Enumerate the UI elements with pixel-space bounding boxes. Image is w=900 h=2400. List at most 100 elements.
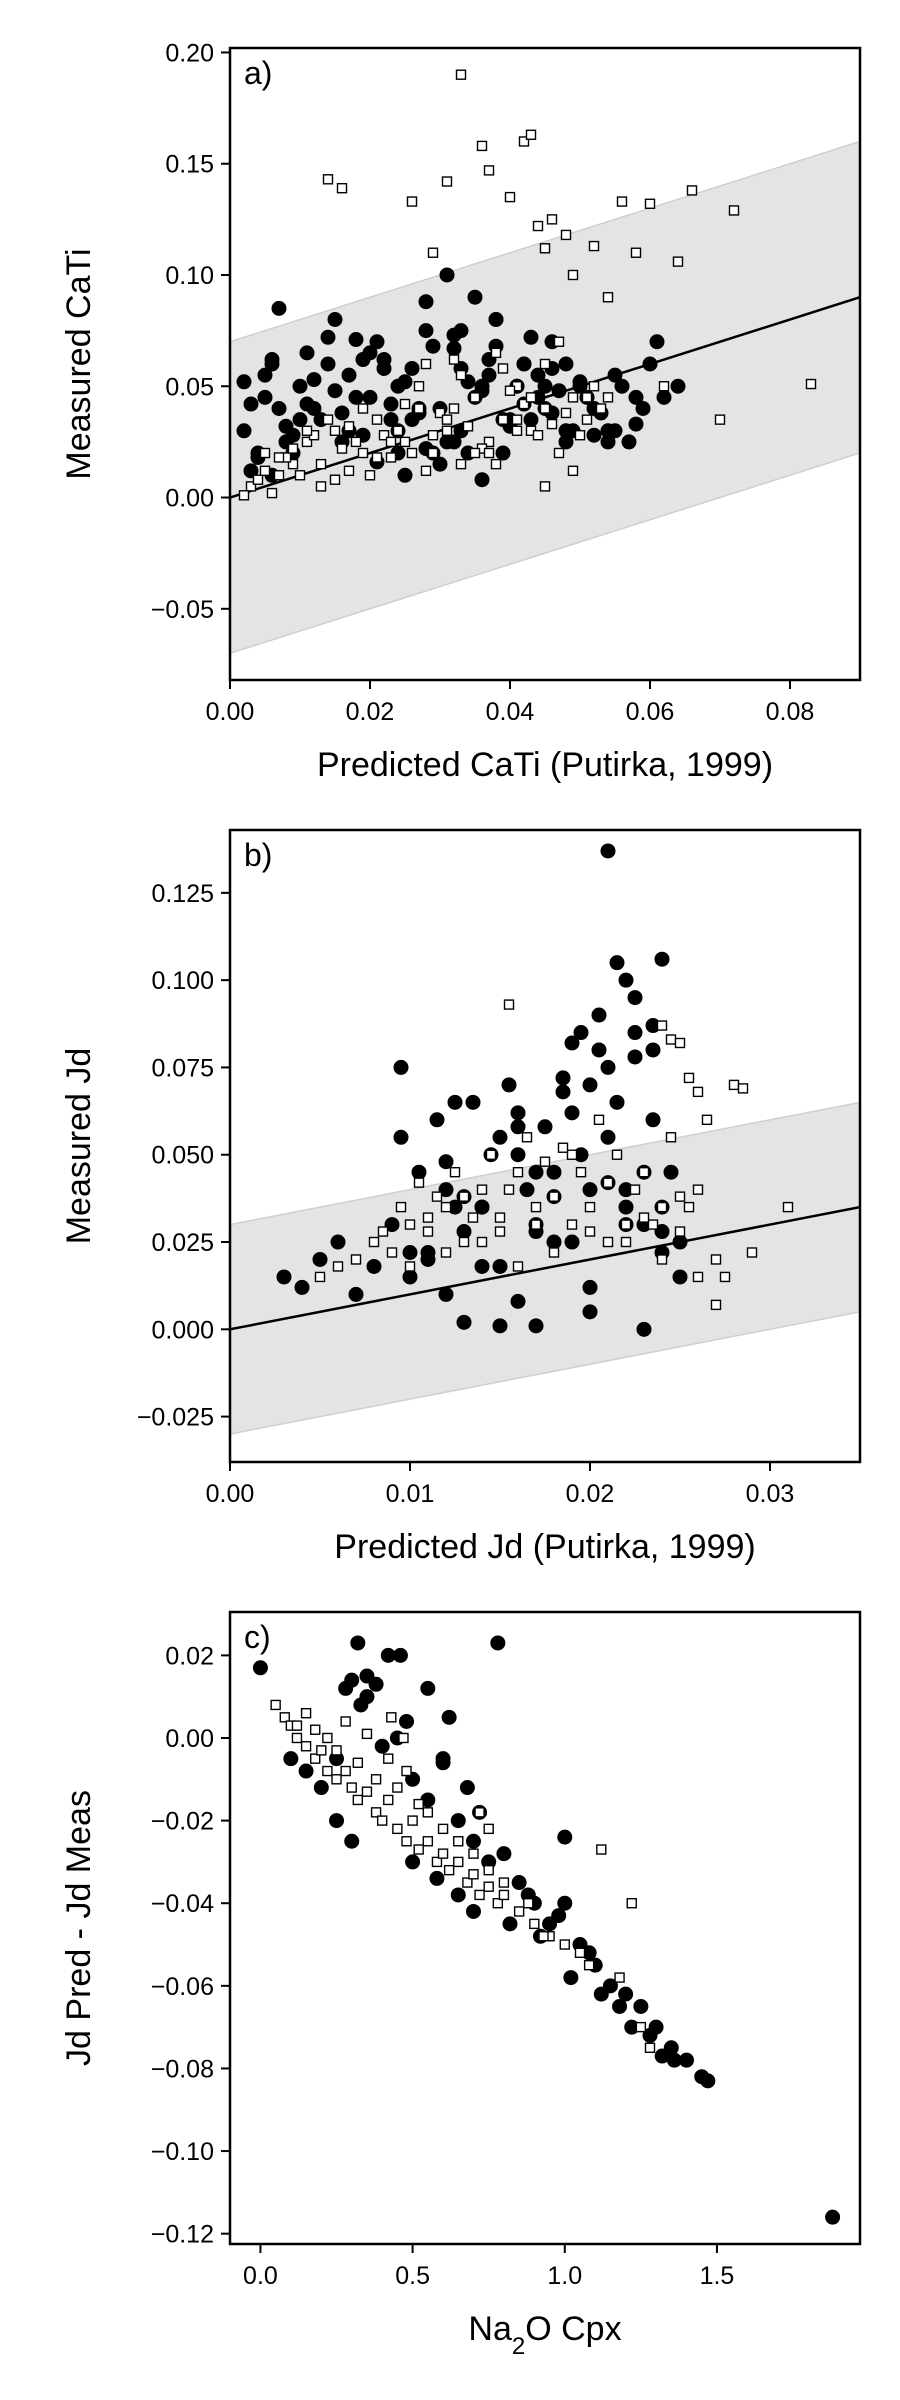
data-point-open	[434, 407, 446, 419]
data-point-filled	[582, 1304, 598, 1320]
data-point-filled	[438, 1286, 454, 1302]
data-point-filled	[348, 389, 364, 405]
data-point-filled	[327, 311, 343, 327]
data-point-open	[490, 347, 502, 359]
data-point-filled	[320, 356, 336, 372]
open-square-series	[238, 69, 817, 501]
data-point-open	[420, 465, 432, 477]
data-point-open	[468, 1869, 479, 1880]
data-point-open	[593, 1114, 605, 1126]
data-point-open	[386, 1712, 397, 1723]
data-point-open	[322, 1732, 333, 1744]
data-point-open	[238, 490, 250, 501]
data-point-open	[346, 1782, 357, 1793]
data-point-open	[567, 465, 579, 477]
data-point-open	[719, 1271, 731, 1283]
data-point-open	[332, 1261, 344, 1272]
data-point-open	[448, 354, 460, 365]
data-point-open	[270, 1699, 281, 1711]
data-point-filled	[642, 356, 658, 372]
data-point-open	[401, 1836, 412, 1847]
data-point-filled	[670, 378, 686, 394]
data-point-open	[546, 418, 558, 430]
data-point-filled	[420, 1680, 436, 1696]
data-point-open	[574, 1947, 586, 1958]
data-point-open	[497, 363, 509, 374]
y-tick-label: −0.10	[151, 2138, 214, 2166]
data-point-filled	[609, 955, 625, 971]
data-point-filled	[492, 1318, 508, 1334]
data-point-open	[503, 1184, 515, 1195]
data-point-filled	[501, 1077, 517, 1093]
data-point-filled	[439, 267, 455, 283]
data-point-open	[441, 414, 453, 425]
data-point-open	[504, 385, 516, 396]
data-point-open	[518, 136, 530, 147]
y-tick-label: 0.05	[165, 373, 214, 401]
y-tick-label: 0.00	[165, 485, 214, 513]
data-point-filled	[438, 1154, 454, 1170]
data-point-open	[548, 1191, 560, 1202]
data-point-open	[483, 165, 495, 176]
data-point-open	[539, 358, 551, 370]
data-point-open	[674, 1037, 686, 1049]
data-point-open	[331, 1774, 342, 1785]
data-point-open	[392, 1782, 403, 1793]
data-point-filled	[429, 1112, 445, 1128]
data-point-open	[357, 403, 369, 414]
data-point-open	[291, 1720, 303, 1731]
data-point-filled	[654, 951, 670, 967]
open-square-series	[314, 999, 794, 1311]
data-point-filled	[474, 1258, 490, 1274]
open-square-series	[270, 1699, 656, 2053]
data-point-filled	[672, 1269, 688, 1285]
data-point-open	[266, 487, 278, 499]
data-point-open	[427, 247, 439, 258]
data-point-open	[559, 1939, 570, 1950]
data-point-open	[483, 1864, 494, 1876]
data-point-open	[385, 436, 397, 448]
data-point-open	[431, 1191, 443, 1202]
panel-a: 0.00 0.02 0.04 0.06 0.08 −0.05 0.00 0.05 0.10 0.1…	[60, 39, 862, 784]
data-point-open	[474, 1889, 485, 1901]
data-point-open	[449, 1166, 461, 1178]
data-point-open	[595, 403, 607, 414]
data-point-filled	[551, 1908, 567, 1924]
data-point-open	[443, 1864, 455, 1876]
data-point-open	[406, 196, 418, 207]
data-point-filled	[496, 1846, 512, 1862]
data-point-filled	[243, 463, 259, 479]
data-point-open	[483, 1881, 494, 1892]
data-point-open	[336, 443, 348, 454]
data-point-open	[602, 392, 614, 403]
data-point-filled	[432, 456, 448, 472]
data-point-open	[453, 1836, 464, 1847]
data-point-open	[469, 392, 481, 403]
data-point-filled	[383, 412, 399, 428]
data-point-open	[539, 481, 551, 492]
x-tick-label: 0.06	[626, 698, 675, 726]
data-point-open	[525, 392, 537, 403]
data-point-filled	[555, 1084, 571, 1100]
y-tick-label: 0.100	[151, 967, 214, 995]
data-point-filled	[558, 356, 574, 372]
data-point-open	[422, 1226, 434, 1237]
data-point-filled	[510, 1119, 526, 1135]
data-point-open	[672, 256, 684, 267]
data-point-filled	[450, 1887, 466, 1903]
data-point-open	[566, 1149, 578, 1160]
data-point-filled	[313, 1780, 329, 1796]
data-point-open	[644, 2042, 656, 2053]
data-point-filled	[492, 1258, 508, 1274]
data-point-open	[701, 1114, 713, 1126]
data-point-open	[494, 1212, 506, 1223]
data-point-open	[329, 425, 341, 436]
data-point-filled	[564, 1105, 580, 1121]
data-point-filled	[612, 1998, 628, 2014]
data-point-filled	[376, 360, 392, 376]
data-point-filled	[435, 1755, 451, 1771]
data-point-open	[630, 247, 642, 258]
data-point-filled	[283, 1751, 299, 1767]
data-point-open	[448, 403, 460, 414]
data-point-filled	[236, 423, 252, 439]
